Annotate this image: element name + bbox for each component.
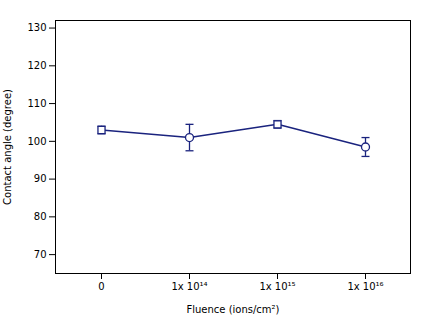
svg-text:1x 10¹⁵: 1x 10¹⁵ [259,281,295,292]
svg-text:Contact angle (degree): Contact angle (degree) [2,89,13,205]
svg-text:70: 70 [34,249,47,260]
svg-text:130: 130 [27,22,46,33]
svg-text:100: 100 [27,136,46,147]
svg-text:Fluence (ions/cm²): Fluence (ions/cm²) [186,304,279,315]
svg-text:90: 90 [34,173,47,184]
svg-text:1x 10¹⁴: 1x 10¹⁴ [171,281,207,292]
svg-text:80: 80 [34,211,47,222]
svg-text:110: 110 [27,98,46,109]
svg-text:120: 120 [27,60,46,71]
svg-text:1x 10¹⁶: 1x 10¹⁶ [347,281,383,292]
svg-text:0: 0 [98,281,104,292]
